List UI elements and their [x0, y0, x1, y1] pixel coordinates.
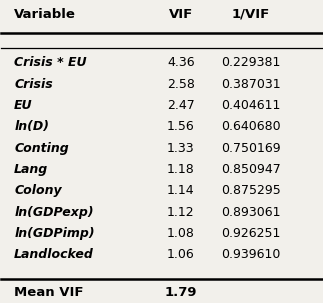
Text: ln(GDPimp): ln(GDPimp): [14, 227, 95, 240]
Text: 0.229381: 0.229381: [222, 56, 281, 69]
Text: 0.750169: 0.750169: [221, 142, 281, 155]
Text: 0.875295: 0.875295: [221, 184, 281, 197]
Text: ln(D): ln(D): [14, 120, 49, 133]
Text: Colony: Colony: [14, 184, 62, 197]
Text: VIF: VIF: [169, 8, 193, 21]
Text: 1.12: 1.12: [167, 206, 194, 219]
Text: 1.06: 1.06: [167, 248, 194, 261]
Text: 1.33: 1.33: [167, 142, 194, 155]
Text: 0.387031: 0.387031: [221, 78, 281, 91]
Text: 0.893061: 0.893061: [221, 206, 281, 219]
Text: EU: EU: [14, 99, 33, 112]
Text: 0.640680: 0.640680: [221, 120, 281, 133]
Text: 2.47: 2.47: [167, 99, 194, 112]
Text: 1/VIF: 1/VIF: [232, 8, 270, 21]
Text: 0.404611: 0.404611: [222, 99, 281, 112]
Text: 1.08: 1.08: [167, 227, 195, 240]
Text: 0.850947: 0.850947: [221, 163, 281, 176]
Text: 0.926251: 0.926251: [222, 227, 281, 240]
Text: ln(GDPexp): ln(GDPexp): [14, 206, 94, 219]
Text: Conting: Conting: [14, 142, 69, 155]
Text: 0.939610: 0.939610: [222, 248, 281, 261]
Text: Landlocked: Landlocked: [14, 248, 94, 261]
Text: Lang: Lang: [14, 163, 48, 176]
Text: Mean VIF: Mean VIF: [14, 286, 84, 299]
Text: 4.36: 4.36: [167, 56, 194, 69]
Text: 1.79: 1.79: [164, 286, 197, 299]
Text: 1.14: 1.14: [167, 184, 194, 197]
Text: Crisis * EU: Crisis * EU: [14, 56, 87, 69]
Text: 2.58: 2.58: [167, 78, 195, 91]
Text: 1.18: 1.18: [167, 163, 194, 176]
Text: 1.56: 1.56: [167, 120, 194, 133]
Text: Variable: Variable: [14, 8, 76, 21]
Text: Crisis: Crisis: [14, 78, 53, 91]
